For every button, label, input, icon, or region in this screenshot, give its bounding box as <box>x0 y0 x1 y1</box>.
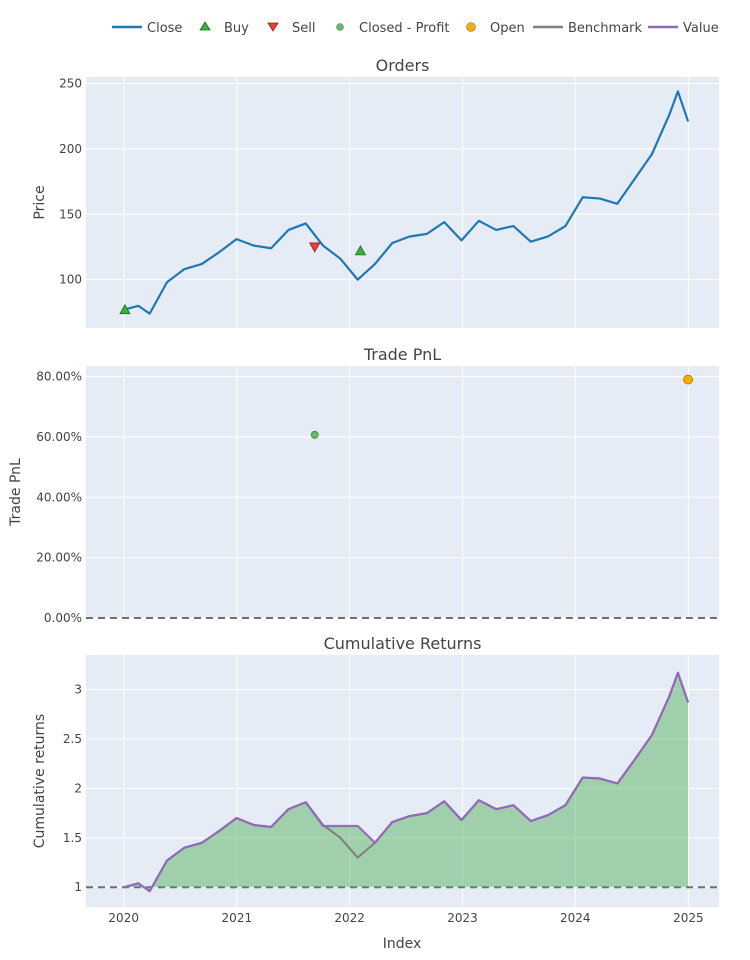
subplots: 100 150 200 250 Orders Price 0.00% 20.00% 40.00%… <box>8 56 719 907</box>
closed-profit-marker <box>310 430 319 439</box>
legend: Close Buy Sell Closed - Profit Open Benchmark… <box>112 21 719 36</box>
legend-item: Benchmark <box>533 21 643 36</box>
legend-label: Closed - Profit <box>359 21 450 36</box>
legend-label: Open <box>490 21 525 36</box>
legend-label: Benchmark <box>568 21 643 36</box>
y-tick-label: 40.00% <box>36 490 82 504</box>
x-tick-label: 2021 <box>222 911 253 925</box>
subplot-1: 100 150 200 250 Orders Price <box>32 56 719 328</box>
plot-area <box>86 366 719 618</box>
y-tick-label: 2.5 <box>63 732 82 746</box>
legend-label: Sell <box>292 21 315 36</box>
subplot-title: Trade PnL <box>363 345 441 364</box>
legend-item: Close <box>112 21 182 36</box>
plot-area <box>86 77 719 328</box>
y-tick-label: 200 <box>59 142 82 156</box>
series-line-value <box>123 671 690 893</box>
x-tick-label: 2025 <box>673 911 704 925</box>
y-tick-label: 150 <box>59 207 82 221</box>
y-axis-title: Cumulative returns <box>32 714 48 848</box>
legend-item: Value <box>648 21 719 36</box>
x-axis-title: Index <box>383 936 422 952</box>
subplot-3: 1 1.5 2 2.5 3 Cumulative Returns Cumulative re… <box>32 634 719 907</box>
y-tick-label: 1.5 <box>63 831 82 845</box>
x-tick-label: 2024 <box>560 911 591 925</box>
subplot-2: 0.00% 20.00% 40.00% 60.00% 80.00% Trade PnL Tr… <box>8 345 719 625</box>
y-tick-label: 1 <box>74 880 82 894</box>
y-tick-label: 100 <box>59 273 82 287</box>
y-tick-label: 60.00% <box>36 430 82 444</box>
open-trade-marker <box>683 374 693 385</box>
x-tick-label: 2023 <box>447 911 478 925</box>
series-line-close <box>123 90 690 315</box>
legend-item: Closed - Profit <box>336 21 450 36</box>
y-tick-label: 2 <box>74 781 82 795</box>
subplot-title: Orders <box>376 56 430 75</box>
plot-area <box>86 655 719 907</box>
legend-item: Sell <box>267 21 315 36</box>
y-axis-title: Price <box>32 185 48 219</box>
y-tick-label: 3 <box>74 683 82 697</box>
subplot-title: Cumulative Returns <box>324 634 482 653</box>
legend-buy-swatch <box>199 21 211 31</box>
legend-label: Close <box>147 21 182 36</box>
x-tick-label: 2022 <box>334 911 365 925</box>
y-tick-label: 20.00% <box>36 551 82 565</box>
legend-dot-swatch <box>466 22 476 32</box>
x-axis: 2020 2021 2022 2023 2024 2025 <box>108 911 703 925</box>
y-tick-label: 80.00% <box>36 370 82 384</box>
x-tick-label: 2020 <box>108 911 139 925</box>
y-tick-label: 250 <box>59 77 82 91</box>
legend-label: Value <box>683 21 719 36</box>
legend-label: Buy <box>224 21 249 36</box>
legend-dot-swatch <box>336 23 344 31</box>
legend-item: Open <box>466 21 525 36</box>
y-tick-label: 0.00% <box>44 611 82 625</box>
buy-marker <box>119 303 131 315</box>
y-axis-title: Trade PnL <box>8 458 24 527</box>
legend-sell-swatch <box>267 22 279 32</box>
legend-item: Buy <box>199 21 249 36</box>
buy-marker <box>354 245 367 256</box>
sell-marker <box>309 242 321 253</box>
returns-area <box>124 672 689 892</box>
